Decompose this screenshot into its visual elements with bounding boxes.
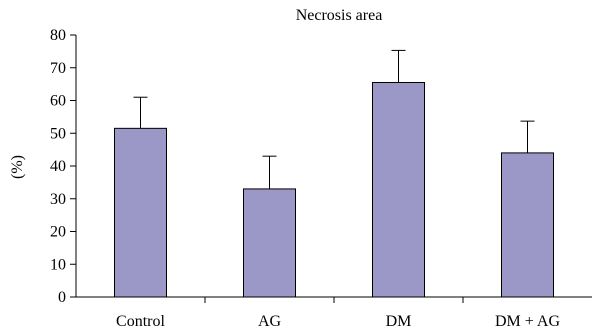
bar-dm-ag: [501, 152, 554, 298]
y-tick-label: 10: [50, 256, 66, 273]
bar-control: [114, 127, 167, 298]
plot-area: 0 10 20 30 40 50 60 70 80 Control AG DM DM + AG: [50, 27, 592, 330]
chart-title: Necrosis area: [296, 7, 383, 24]
y-tick-label: 60: [50, 93, 66, 110]
y-tick-label: 70: [50, 60, 66, 77]
y-tick-label: 0: [58, 289, 66, 306]
x-tick-label: Control: [116, 313, 165, 330]
y-axis-label: (%): [9, 155, 26, 179]
y-tick-label: 30: [50, 191, 66, 208]
y-tick-label: 40: [50, 158, 66, 175]
bar-dm: [372, 81, 425, 298]
x-tick-label: DM + AG: [495, 313, 560, 330]
bar-ag: [243, 188, 296, 298]
y-tick-label: 20: [50, 224, 66, 241]
x-tick-label: DM: [386, 313, 412, 330]
y-tick-label: 80: [50, 27, 66, 44]
y-tick-label: 50: [50, 125, 66, 142]
x-tick-label: AG: [258, 313, 282, 330]
